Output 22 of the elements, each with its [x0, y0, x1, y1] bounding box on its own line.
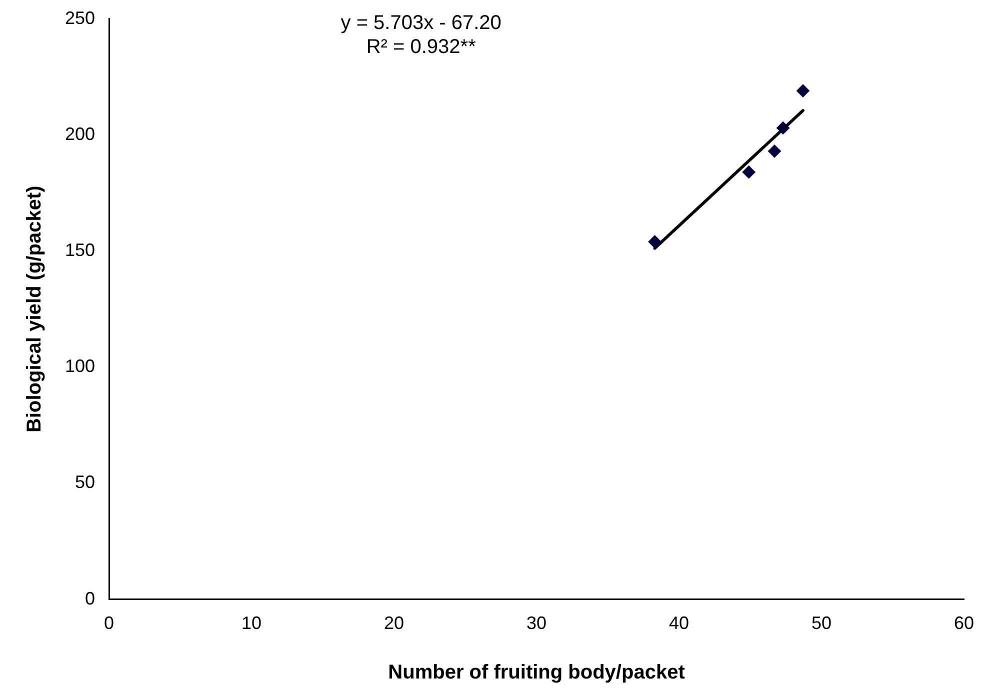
x-tick-label: 10 [242, 613, 262, 634]
point [768, 144, 781, 158]
y-tick-label: 200 [64, 124, 96, 144]
point [742, 166, 756, 179]
x-tick-label: 0 [104, 613, 114, 634]
y-axis-title: Biological yield (g/packet) [24, 186, 46, 432]
x-tick-label: 20 [384, 613, 404, 634]
point [648, 235, 662, 248]
x-tick-label: 30 [526, 613, 547, 634]
point [796, 84, 810, 98]
x-axis-title: Number of fruiting body/packet [388, 662, 686, 684]
y-tick-label: 250 [64, 8, 96, 28]
point [776, 121, 790, 134]
y-tick-label: 150 [64, 240, 96, 260]
x-tick-label: 50 [811, 613, 832, 634]
x-tick-label: 60 [954, 613, 974, 634]
annotation: y = 5.703x - 67.20 [340, 12, 502, 34]
annotation: R² = 0.932** [366, 36, 476, 58]
y-tick-label: 100 [64, 356, 96, 376]
x-tick-label: 40 [668, 613, 690, 634]
y-tick-label: 50 [75, 472, 96, 492]
y-tick-label: 0 [85, 588, 96, 608]
